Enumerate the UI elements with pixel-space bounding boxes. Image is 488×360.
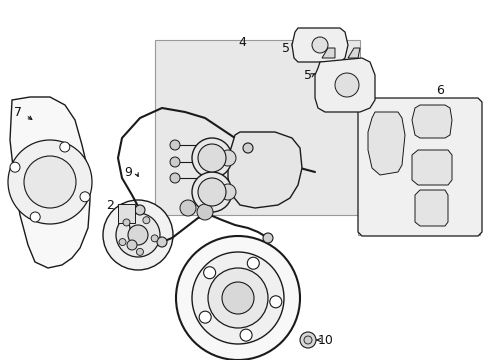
Circle shape	[80, 192, 90, 202]
Polygon shape	[411, 150, 451, 185]
Polygon shape	[411, 105, 451, 138]
Polygon shape	[10, 97, 90, 268]
Text: 3: 3	[106, 219, 114, 231]
Text: 4: 4	[238, 36, 245, 49]
Circle shape	[192, 138, 231, 178]
Circle shape	[128, 225, 148, 245]
Circle shape	[170, 173, 180, 183]
Circle shape	[136, 248, 143, 255]
Circle shape	[304, 336, 311, 344]
Circle shape	[119, 239, 126, 246]
Circle shape	[334, 73, 358, 97]
Circle shape	[24, 156, 76, 208]
Polygon shape	[357, 98, 481, 236]
Circle shape	[269, 296, 281, 308]
Circle shape	[180, 200, 196, 216]
Circle shape	[123, 219, 130, 226]
Circle shape	[10, 162, 20, 172]
Circle shape	[311, 37, 327, 53]
Text: 5: 5	[282, 41, 289, 54]
FancyBboxPatch shape	[155, 40, 359, 215]
Circle shape	[170, 157, 180, 167]
Circle shape	[8, 140, 92, 224]
Polygon shape	[291, 28, 347, 62]
Circle shape	[60, 142, 70, 152]
Text: 9: 9	[124, 166, 132, 179]
Text: 5: 5	[304, 68, 311, 81]
Circle shape	[192, 172, 231, 212]
Circle shape	[247, 257, 259, 269]
FancyBboxPatch shape	[357, 100, 479, 235]
Text: 8: 8	[146, 242, 154, 255]
Circle shape	[116, 213, 160, 257]
Polygon shape	[367, 112, 404, 175]
Circle shape	[240, 329, 251, 341]
Circle shape	[203, 267, 215, 279]
Circle shape	[30, 212, 40, 222]
Circle shape	[199, 311, 211, 323]
Circle shape	[222, 282, 253, 314]
Circle shape	[220, 150, 236, 166]
Circle shape	[103, 200, 173, 270]
Polygon shape	[314, 58, 374, 112]
Circle shape	[220, 184, 236, 200]
Circle shape	[135, 205, 145, 215]
Text: 1: 1	[244, 306, 251, 319]
Circle shape	[170, 140, 180, 150]
FancyBboxPatch shape	[117, 203, 134, 222]
Circle shape	[198, 144, 225, 172]
Circle shape	[263, 233, 272, 243]
Circle shape	[192, 252, 284, 344]
Circle shape	[142, 217, 149, 224]
Polygon shape	[414, 190, 447, 226]
Circle shape	[157, 237, 167, 247]
Circle shape	[299, 332, 315, 348]
Polygon shape	[321, 48, 334, 58]
Circle shape	[243, 143, 252, 153]
Circle shape	[151, 235, 158, 242]
Circle shape	[176, 236, 299, 360]
Polygon shape	[227, 132, 302, 208]
Text: 7: 7	[14, 105, 22, 118]
Circle shape	[207, 268, 267, 328]
Text: 2: 2	[106, 198, 114, 212]
Text: 10: 10	[317, 333, 333, 346]
Polygon shape	[347, 48, 359, 58]
Text: 6: 6	[435, 84, 443, 96]
Circle shape	[197, 204, 213, 220]
Circle shape	[198, 178, 225, 206]
Circle shape	[127, 240, 137, 250]
